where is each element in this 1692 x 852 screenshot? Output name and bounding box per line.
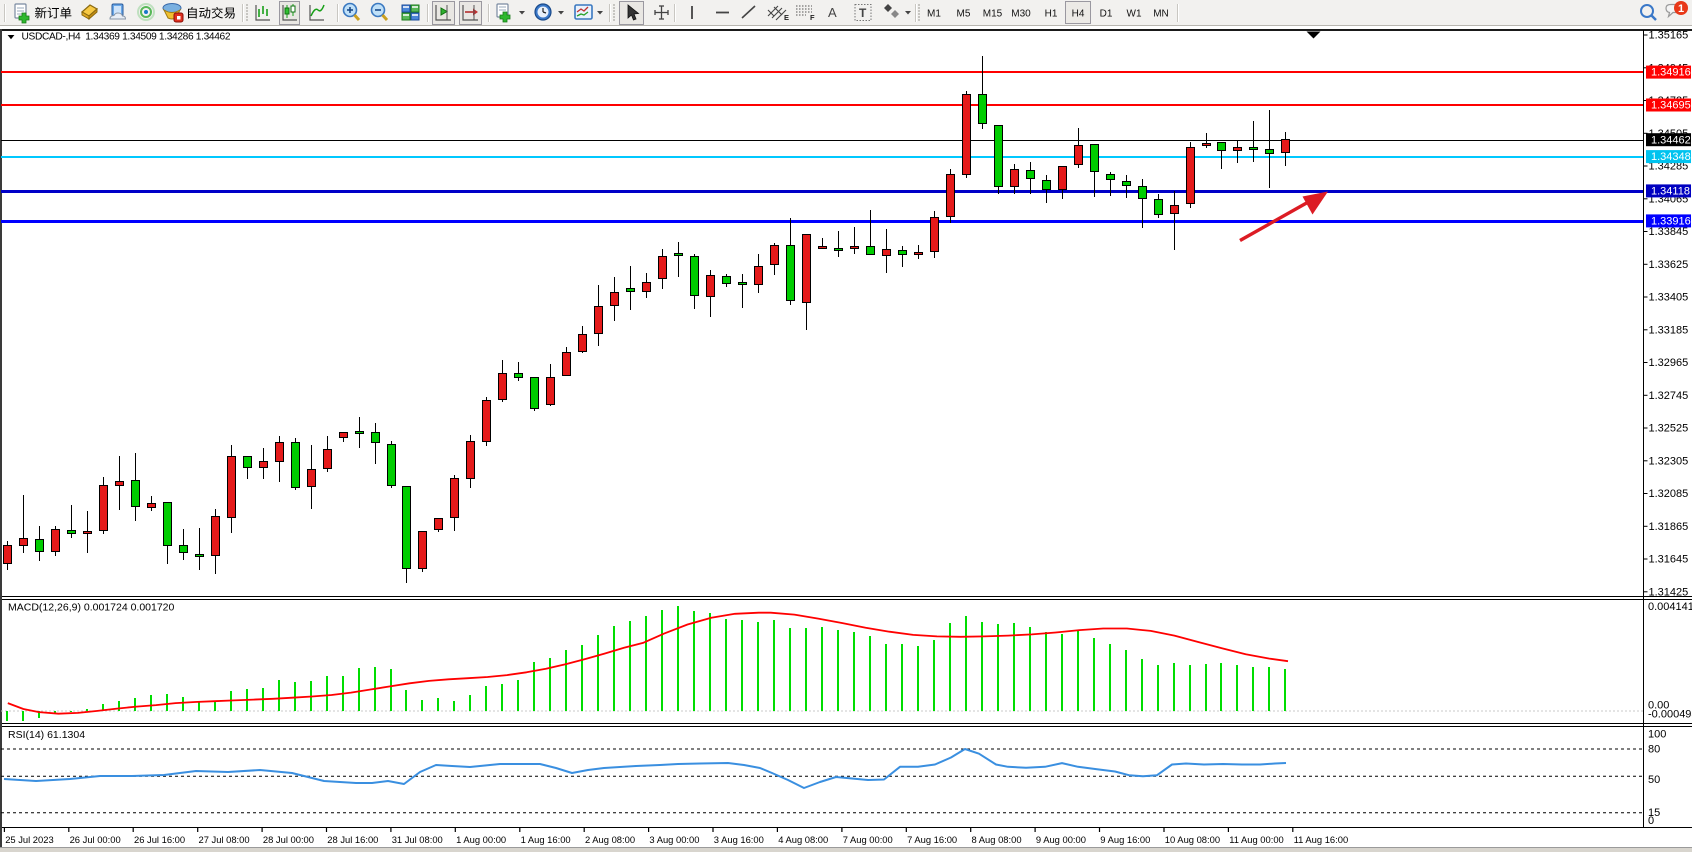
svg-text:1.31865: 1.31865: [1649, 521, 1689, 533]
svg-text:0.004141: 0.004141: [1648, 601, 1692, 613]
svg-text:M1: M1: [927, 9, 941, 20]
svg-text:1.34118: 1.34118: [1651, 186, 1690, 198]
svg-text:1.34695: 1.34695: [1651, 100, 1691, 112]
svg-text:MN: MN: [1153, 9, 1169, 20]
svg-text:1.31425: 1.31425: [1649, 587, 1689, 599]
svg-text:RSI(14) 61.1304: RSI(14) 61.1304: [8, 729, 85, 741]
svg-text:1.34348: 1.34348: [1651, 151, 1691, 163]
svg-text:11 Aug 16:00: 11 Aug 16:00: [1294, 834, 1349, 845]
svg-text:E: E: [784, 13, 789, 22]
svg-text:1.34916: 1.34916: [1651, 67, 1691, 79]
svg-text:A: A: [828, 5, 837, 20]
svg-text:1.32305: 1.32305: [1649, 456, 1689, 468]
svg-text:0.00: 0.00: [1648, 700, 1669, 712]
svg-text:26 Jul 00:00: 26 Jul 00:00: [70, 834, 121, 845]
svg-text:M30: M30: [1011, 9, 1031, 20]
svg-text:1.33185: 1.33185: [1649, 325, 1689, 337]
svg-text:9 Aug 00:00: 9 Aug 00:00: [1036, 834, 1086, 845]
svg-text:1 Aug 00:00: 1 Aug 00:00: [456, 834, 506, 845]
svg-text:H4: H4: [1072, 9, 1085, 20]
svg-text:3 Aug 00:00: 3 Aug 00:00: [649, 834, 699, 845]
svg-text:1.32525: 1.32525: [1649, 423, 1689, 435]
svg-text:10 Aug 08:00: 10 Aug 08:00: [1165, 834, 1220, 845]
svg-text:7 Aug 16:00: 7 Aug 16:00: [907, 834, 957, 845]
svg-text:M15: M15: [983, 9, 1003, 20]
svg-text:1 Aug 16:00: 1 Aug 16:00: [521, 834, 571, 845]
svg-text:1.31645: 1.31645: [1649, 554, 1689, 566]
svg-text:1.33405: 1.33405: [1649, 292, 1689, 304]
svg-text:W1: W1: [1127, 9, 1142, 20]
svg-text:0: 0: [1648, 815, 1654, 827]
svg-text:1.32085: 1.32085: [1649, 488, 1689, 500]
svg-text:25 Jul 2023: 25 Jul 2023: [5, 834, 53, 845]
svg-text:9 Aug 16:00: 9 Aug 16:00: [1100, 834, 1150, 845]
svg-text:50: 50: [1648, 774, 1660, 786]
svg-text:2 Aug 08:00: 2 Aug 08:00: [585, 834, 635, 845]
svg-text:1.32745: 1.32745: [1649, 390, 1689, 402]
svg-text:1.34462: 1.34462: [1651, 134, 1691, 146]
svg-text:H1: H1: [1045, 9, 1058, 20]
svg-text:80: 80: [1648, 744, 1660, 756]
svg-text:1.33845: 1.33845: [1649, 226, 1689, 238]
svg-text:28 Jul 00:00: 28 Jul 00:00: [263, 834, 314, 845]
svg-text:1.33625: 1.33625: [1649, 259, 1689, 271]
svg-text:1.33916: 1.33916: [1651, 216, 1691, 228]
svg-text:26 Jul 16:00: 26 Jul 16:00: [134, 834, 185, 845]
svg-text:T: T: [859, 6, 867, 20]
svg-text:1.35165: 1.35165: [1649, 30, 1689, 42]
svg-text:3 Aug 16:00: 3 Aug 16:00: [714, 834, 764, 845]
svg-text:4 Aug 08:00: 4 Aug 08:00: [778, 834, 828, 845]
svg-text:1.32965: 1.32965: [1649, 357, 1689, 369]
svg-text:F: F: [810, 13, 815, 22]
svg-text:M5: M5: [957, 9, 971, 20]
svg-text:15: 15: [1648, 807, 1660, 819]
svg-text:8 Aug 08:00: 8 Aug 08:00: [972, 834, 1022, 845]
svg-text:100: 100: [1648, 729, 1666, 741]
svg-text:D1: D1: [1100, 9, 1113, 20]
svg-text:7 Aug 00:00: 7 Aug 00:00: [843, 834, 893, 845]
svg-text:31 Jul 08:00: 31 Jul 08:00: [392, 834, 443, 845]
svg-text:1.34285: 1.34285: [1649, 161, 1689, 173]
svg-text:-0.000495: -0.000495: [1648, 709, 1692, 721]
svg-text:USDCAD-,H4 1.34369 1.34509 1.: USDCAD-,H4 1.34369 1.34509 1.34286 1.344…: [22, 32, 231, 43]
svg-text:1: 1: [1678, 3, 1684, 15]
svg-text:27 Jul 08:00: 27 Jul 08:00: [199, 834, 250, 845]
svg-text:MACD(12,26,9) 0.001724 0.00172: MACD(12,26,9) 0.001724 0.001720: [8, 602, 175, 614]
svg-text:11 Aug 00:00: 11 Aug 00:00: [1229, 834, 1284, 845]
svg-text:28 Jul 16:00: 28 Jul 16:00: [327, 834, 378, 845]
